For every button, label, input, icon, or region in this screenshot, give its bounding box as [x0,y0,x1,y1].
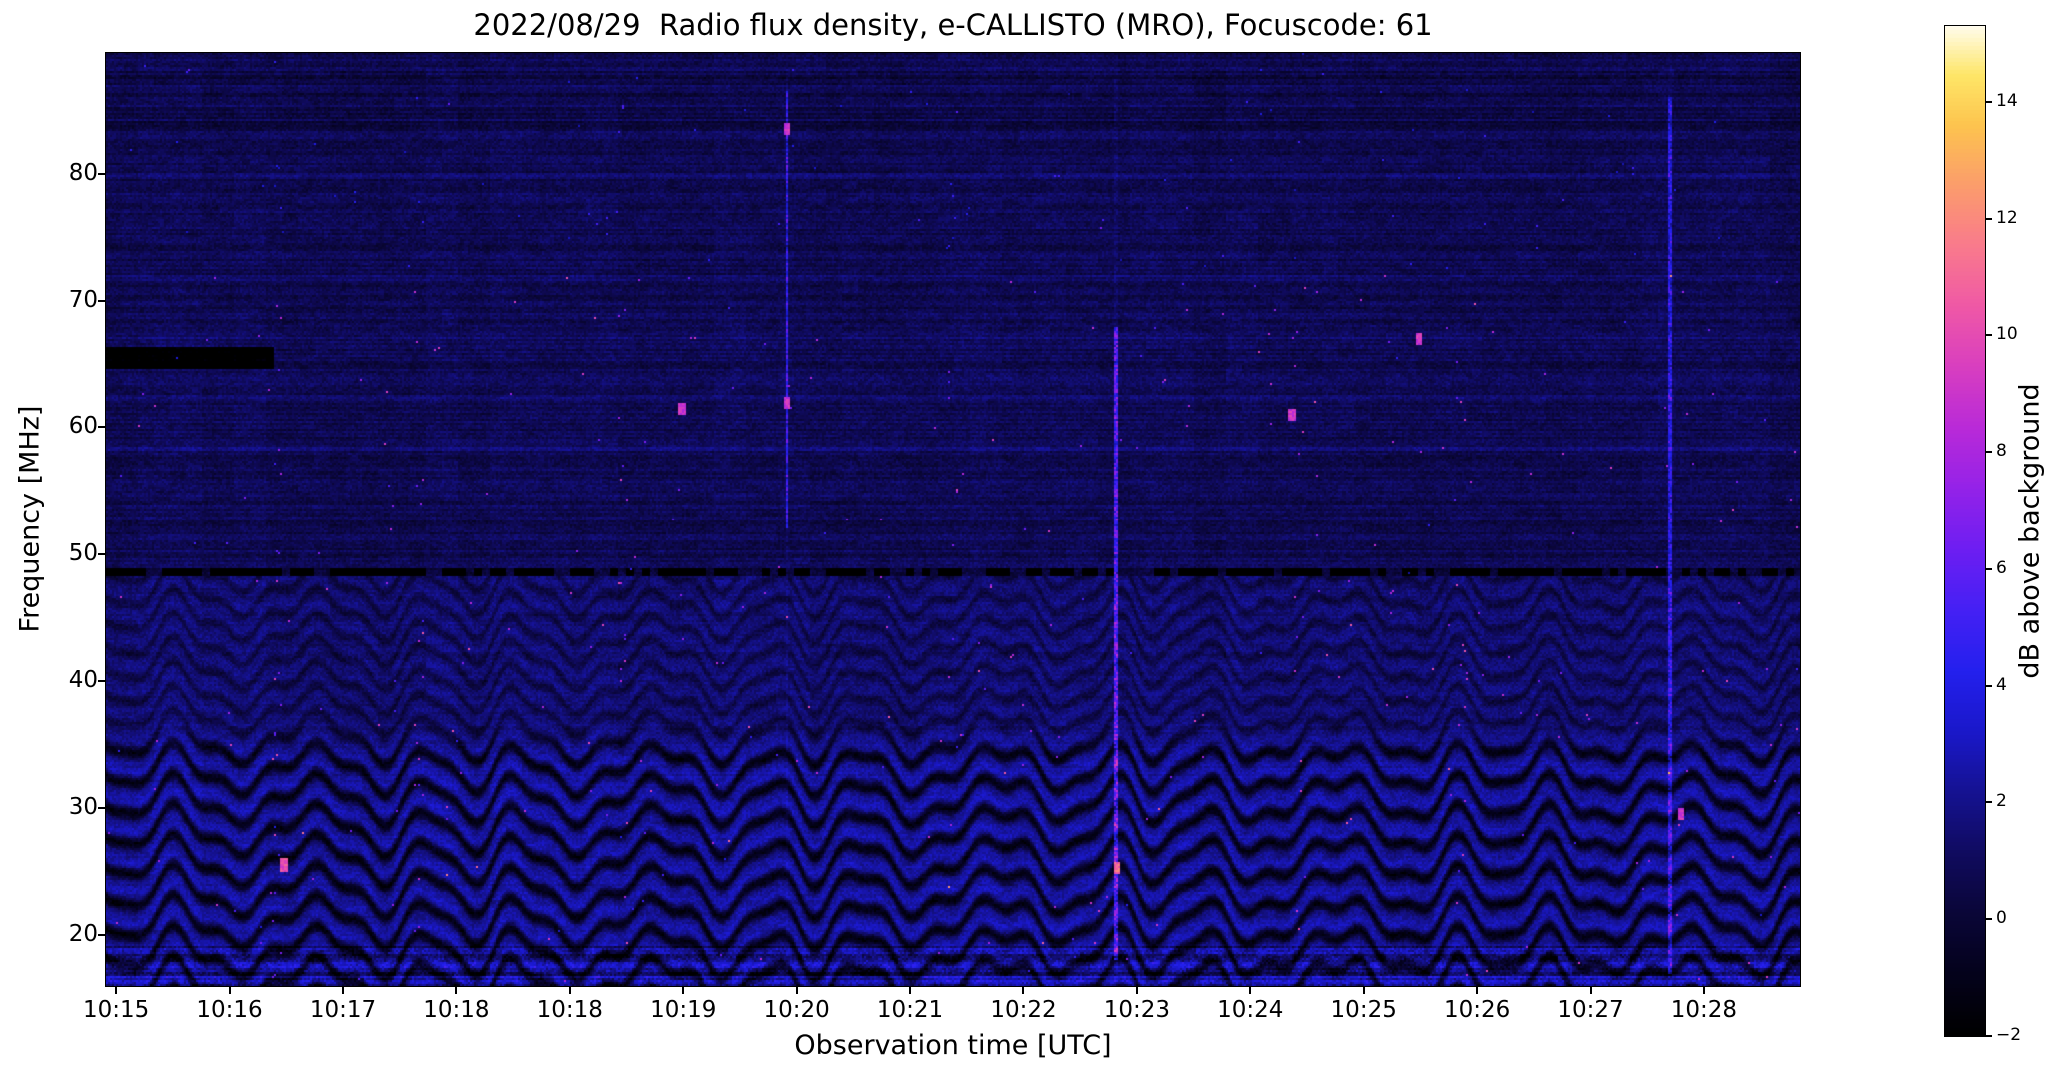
colorbar-tick-mark [1986,801,1992,804]
colorbar-tick-label: 14 [1996,90,2018,111]
y-tick-mark [98,553,105,556]
y-tick-mark [98,934,105,937]
y-tick-label: 20 [68,921,98,948]
colorbar-tick-mark [1986,1035,1992,1037]
y-tick-label: 30 [68,794,98,821]
colorbar-tick-label: 4 [1996,674,2007,695]
colorbar-tick-label: 10 [1996,324,2018,345]
colorbar-tick-mark [1986,217,1992,220]
y-tick-mark [98,807,105,810]
colorbar-gradient [1945,26,1985,1036]
colorbar [1944,25,1986,1037]
colorbar-tick-mark [1986,684,1992,687]
x-tick-mark [1135,987,1138,994]
x-tick-label: 10:28 [1670,997,1738,1023]
colorbar-label: dB above background [2014,383,2046,679]
y-tick-label: 40 [68,667,98,694]
x-tick-mark [341,987,344,994]
x-tick-mark [1249,987,1252,994]
x-tick-label: 10:25 [1330,997,1397,1023]
x-tick-label: 10:26 [1443,997,1511,1023]
colorbar-tick-mark [1986,567,1992,570]
x-tick-label: 10:18 [423,997,490,1023]
chart-title: 2022/08/29 Radio flux density, e-CALLIST… [473,8,1433,42]
colorbar-tick-mark [1986,334,1992,337]
colorbar-tick-mark [1986,100,1992,103]
colorbar-tick-label: 2 [1996,791,2007,812]
y-tick-mark [98,680,105,683]
colorbar-tick-label: 0 [1996,908,2007,929]
x-tick-mark [682,987,685,994]
x-tick-label: 10:22 [990,997,1057,1023]
y-tick-label: 60 [68,413,98,440]
spectrogram-canvas [106,53,1800,986]
x-tick-mark [228,987,231,994]
x-tick-mark [1362,987,1365,994]
x-tick-mark [1589,987,1592,994]
y-tick-label: 50 [68,540,98,567]
colorbar-tick-mark [1986,451,1992,454]
x-tick-label: 10:20 [763,997,830,1023]
x-axis-label: Observation time [UTC] [794,1030,1112,1061]
x-tick-label: 10:27 [1557,997,1624,1023]
x-tick-mark [115,987,118,994]
y-tick-mark [98,426,105,429]
y-tick-label: 70 [68,286,98,313]
x-tick-mark [568,987,571,994]
x-tick-mark [795,987,798,994]
x-tick-mark [909,987,912,994]
colorbar-tick-label: 8 [1996,441,2007,462]
colorbar-tick-label: −2 [1996,1025,2022,1045]
y-tick-mark [98,299,105,302]
x-tick-label: 10:15 [83,997,150,1023]
x-tick-mark [455,987,458,994]
x-tick-label: 10:21 [876,997,944,1023]
x-tick-mark [1476,987,1479,994]
y-axis-label: Frequency [MHz] [14,405,46,633]
y-tick-mark [98,172,105,175]
x-tick-label: 10:16 [196,997,263,1023]
x-tick-label: 10:17 [309,997,377,1023]
colorbar-tick-mark [1986,918,1992,921]
x-tick-label: 10:18 [536,997,603,1023]
x-tick-label: 10:24 [1217,997,1284,1023]
colorbar-tick-label: 6 [1996,557,2007,578]
x-tick-label: 10:23 [1103,997,1171,1023]
x-tick-label: 10:19 [650,997,717,1023]
colorbar-tick-label: 12 [1996,207,2018,228]
x-tick-mark [1022,987,1025,994]
x-tick-mark [1702,987,1705,994]
spectrogram-plot-area [105,52,1801,987]
y-tick-label: 80 [68,159,98,186]
